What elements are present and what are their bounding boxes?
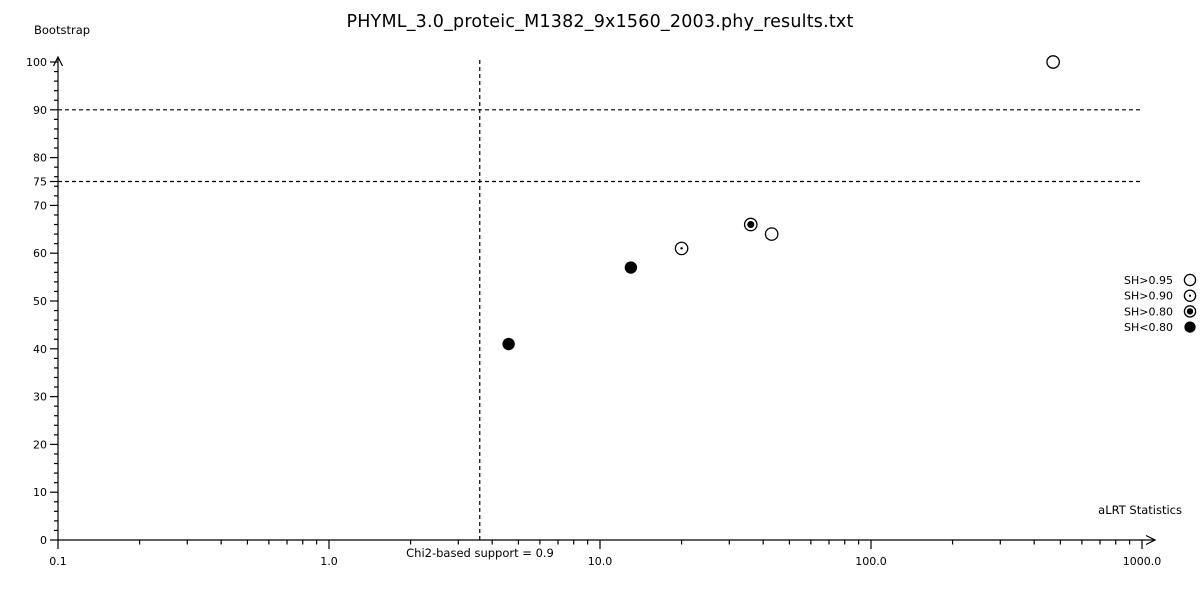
legend-marker-icon — [1183, 273, 1197, 287]
x-tick-label: 0.1 — [49, 555, 67, 568]
data-point — [764, 227, 779, 241]
legend-label: SH>0.95 — [1124, 274, 1173, 287]
y-tick-label: 0 — [40, 534, 47, 547]
chi2-threshold-label: Chi2-based support = 0.9 — [406, 546, 554, 560]
legend-label: SH>0.80 — [1124, 305, 1173, 318]
legend-marker-icon-center-fill — [1186, 308, 1194, 315]
legend-label: SH<0.80 — [1124, 321, 1173, 334]
x-tick-label: 1000.0 — [1123, 555, 1162, 568]
y-tick-label: 30 — [33, 391, 47, 404]
y-tick-label: 75 — [33, 176, 47, 189]
y-tick-label: 100 — [26, 56, 47, 69]
x-axis-title: aLRT Statistics — [1098, 503, 1182, 517]
x-tick-label: 10.0 — [588, 555, 613, 568]
y-tick-label: 50 — [33, 295, 47, 308]
data-point-center-dot — [680, 247, 683, 250]
x-tick-label: 1.0 — [320, 555, 338, 568]
chart-title: PHYML_3.0_proteic_M1382_9x1560_2003.phy_… — [346, 12, 854, 32]
legend-marker-icon — [1184, 321, 1196, 333]
x-tick-label: 100.0 — [855, 555, 887, 568]
y-tick-label: 60 — [33, 247, 47, 260]
y-tick-label: 80 — [33, 152, 47, 165]
y-tick-label: 20 — [33, 438, 47, 451]
data-point — [624, 261, 638, 274]
legend-marker-icon-center-dot — [1188, 294, 1192, 297]
y-tick-label: 40 — [33, 343, 47, 356]
legend-label: SH>0.90 — [1124, 290, 1173, 303]
y-tick-label: 90 — [33, 104, 47, 117]
y-axis-arrow-icon — [52, 55, 64, 67]
x-axis-arrow-icon — [1145, 534, 1157, 546]
data-point-center-fill — [747, 220, 755, 229]
y-tick-label: 10 — [33, 486, 47, 499]
data-point — [1046, 55, 1060, 69]
y-axis-title: Bootstrap — [34, 23, 91, 37]
data-point — [502, 337, 515, 351]
y-tick-label: 70 — [33, 199, 47, 212]
